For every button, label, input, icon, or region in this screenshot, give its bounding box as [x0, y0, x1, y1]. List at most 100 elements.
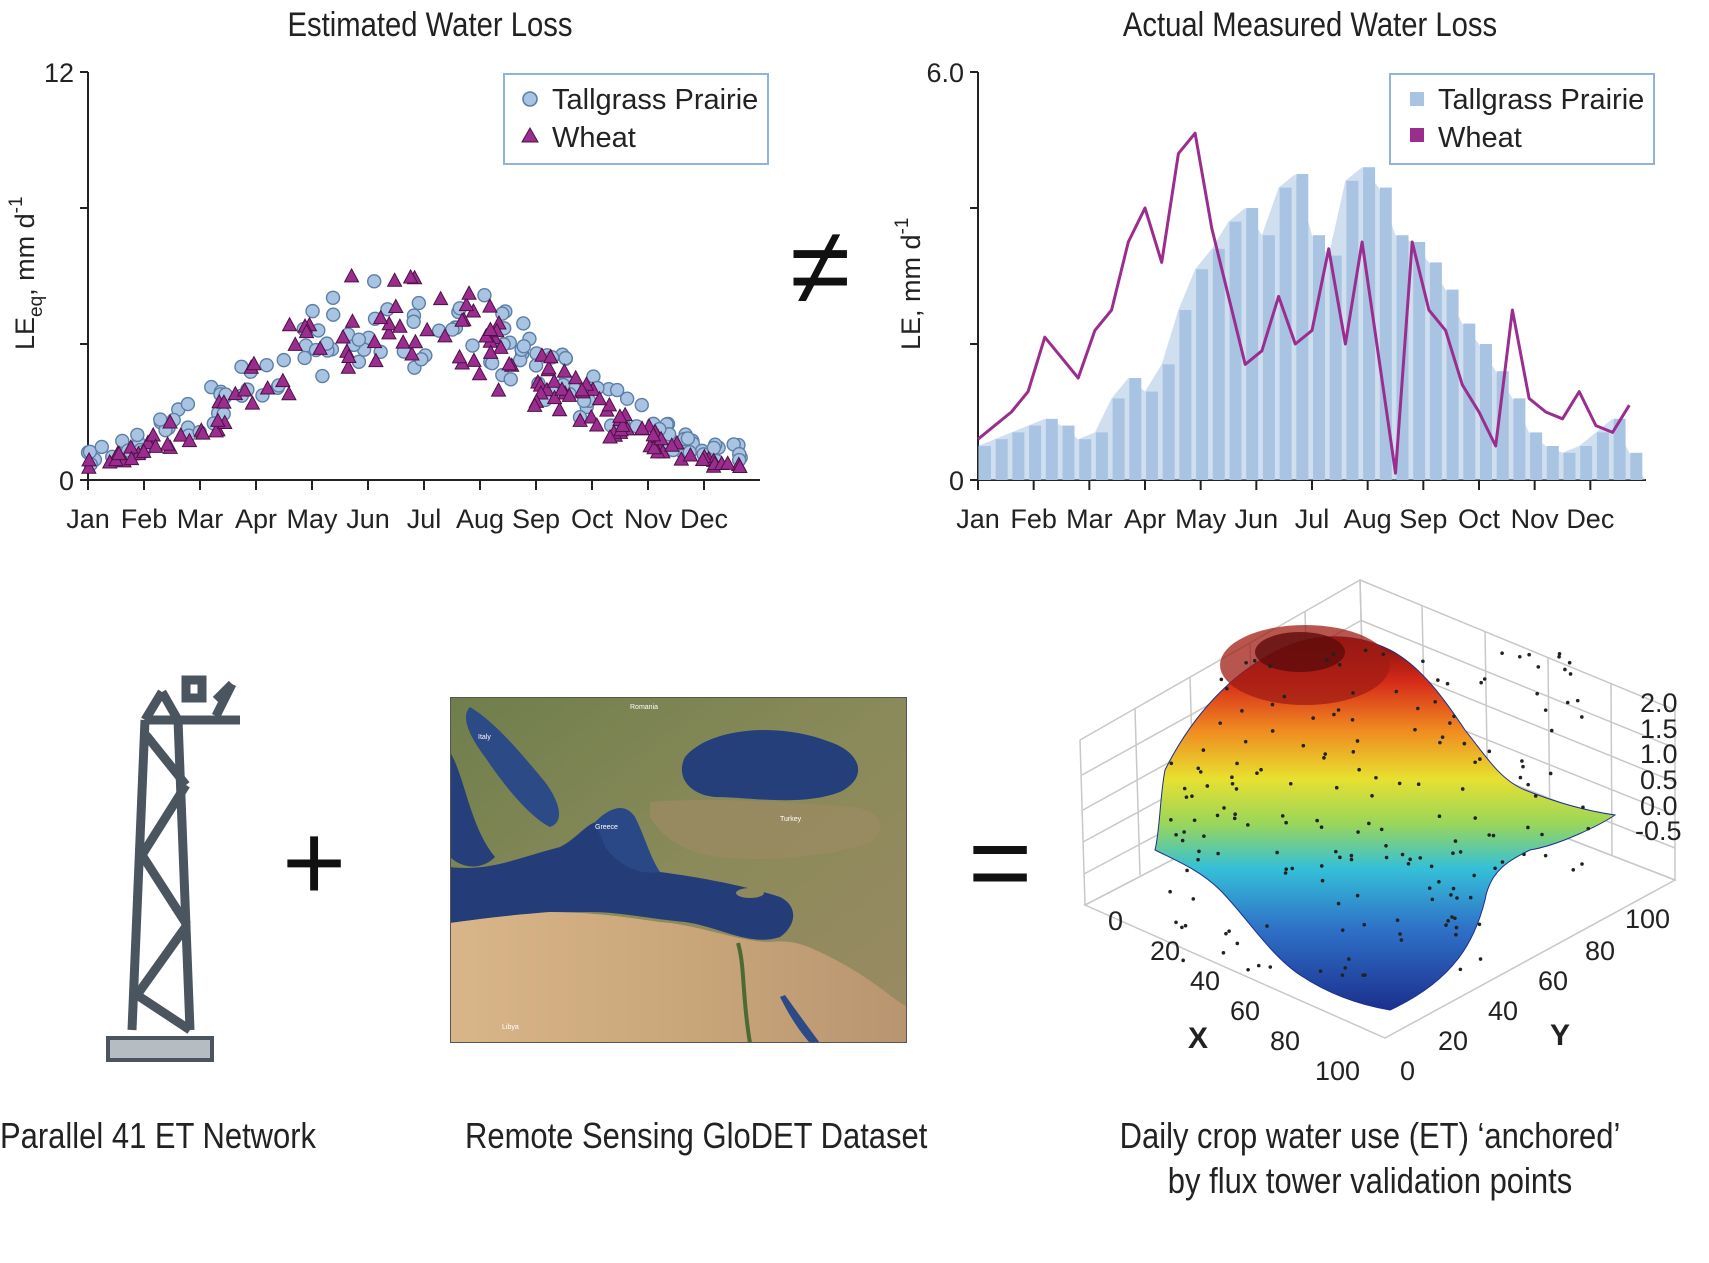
prairie-point [558, 350, 573, 366]
prairie-point [367, 274, 382, 289]
validation-point [1437, 814, 1442, 819]
validation-point [1215, 813, 1220, 818]
wheat-point [208, 422, 224, 438]
wheat-point [419, 321, 435, 337]
x-tick-label: May [1175, 504, 1227, 534]
validation-point [1450, 915, 1454, 919]
validation-point [1196, 766, 1201, 771]
wheat-point [395, 334, 411, 349]
wheat-point [461, 285, 477, 300]
wheat-point [458, 296, 475, 312]
wheat-line [977, 131, 1631, 475]
wheat-point [145, 426, 162, 442]
validation-point [1533, 794, 1538, 798]
validation-point [1454, 925, 1459, 930]
validation-point [1453, 916, 1457, 921]
wheat-point [731, 458, 748, 473]
validation-point [1478, 757, 1482, 761]
wheat-point [407, 333, 424, 349]
validation-point [1472, 873, 1476, 878]
prairie-bar [1346, 180, 1359, 481]
validation-point [1181, 958, 1185, 963]
validation-point [1452, 714, 1456, 719]
prairie-bar [979, 446, 991, 480]
validation-point [1522, 852, 1526, 857]
wheat-point [554, 381, 570, 396]
prairie-bar [1146, 391, 1158, 480]
prairie-bar [1379, 187, 1392, 480]
validation-point [1169, 818, 1173, 822]
validation-point [1567, 660, 1572, 665]
wheat-point [546, 389, 563, 405]
validation-point [1334, 849, 1338, 854]
validation-point [1169, 761, 1174, 766]
x-tick: 100 [1315, 1056, 1360, 1086]
validation-point [1421, 659, 1425, 664]
z-tick: 1.5 [1640, 714, 1678, 744]
validation-point [1180, 925, 1184, 930]
legend-wheat-label: Wheat [1438, 122, 1522, 154]
validation-point [1233, 812, 1237, 817]
prairie-bar [1229, 221, 1242, 480]
validation-point [1320, 878, 1325, 883]
wheat-point [646, 439, 662, 455]
validation-point [1430, 897, 1435, 902]
y-tick-label: 0 [949, 466, 964, 496]
validation-point [1491, 833, 1496, 838]
validation-point [1571, 868, 1576, 872]
wheat-point [312, 340, 328, 355]
prairie-point [609, 382, 625, 398]
prairie-bar [1045, 418, 1058, 480]
validation-point [1362, 922, 1367, 927]
prairie-bar [1262, 235, 1275, 480]
wheat-point [236, 381, 253, 397]
validation-point [1284, 820, 1288, 825]
wheat-point [634, 420, 650, 435]
wheat-point [162, 413, 178, 429]
x-tick-label: Apr [1124, 504, 1166, 534]
surface-plot: 2.0 1.5 1.0 0.5 0.0 -0.5 0 20 40 60 80 1… [1079, 578, 1682, 1086]
wheat-point [159, 436, 176, 451]
plus-operator: + [282, 801, 347, 924]
validation-point [1581, 805, 1585, 810]
validation-point [1367, 821, 1371, 826]
prairie-bar [1212, 248, 1225, 480]
validation-point [1355, 893, 1360, 898]
validation-point [1462, 741, 1467, 746]
validation-point [1557, 651, 1562, 656]
wheat-point [135, 443, 152, 458]
validation-point [1568, 672, 1573, 676]
x-tick-label: Jul [1295, 504, 1330, 534]
validation-point [1379, 827, 1384, 832]
right-chart-ylabel: LE, mm d-1 [892, 218, 926, 350]
flux-tower-icon [106, 675, 240, 1062]
wheat-point [540, 359, 557, 375]
wheat-point [172, 427, 189, 442]
wheat-point [542, 348, 559, 364]
legend-wheat-label: Wheat [552, 122, 636, 154]
left-chart-title: Estimated Water Loss [287, 6, 573, 44]
wheat-point [366, 333, 383, 349]
validation-point [1370, 793, 1374, 798]
prairie-bar [1363, 167, 1376, 480]
validation-point [1458, 850, 1463, 854]
prairie-point [180, 396, 196, 412]
validation-point [1451, 886, 1456, 891]
validation-point [1334, 785, 1339, 790]
validation-point [1349, 857, 1354, 862]
validation-point [1565, 700, 1570, 705]
prairie-point [465, 338, 480, 353]
prairie-bar [1530, 432, 1543, 480]
validation-point [1196, 857, 1200, 862]
prairie-point [305, 303, 320, 319]
x-tick-label: Jul [407, 504, 442, 534]
prairie-bar [1296, 174, 1309, 480]
prairie-bar [1463, 323, 1476, 480]
validation-point [1255, 771, 1259, 775]
y-axis-label: Y [1550, 1019, 1570, 1052]
prairie-bar [995, 439, 1008, 480]
not-equal-operator: ≠ [790, 205, 851, 328]
validation-point [1221, 950, 1226, 955]
validation-point [1184, 795, 1189, 799]
y-tick: 100 [1625, 904, 1670, 934]
